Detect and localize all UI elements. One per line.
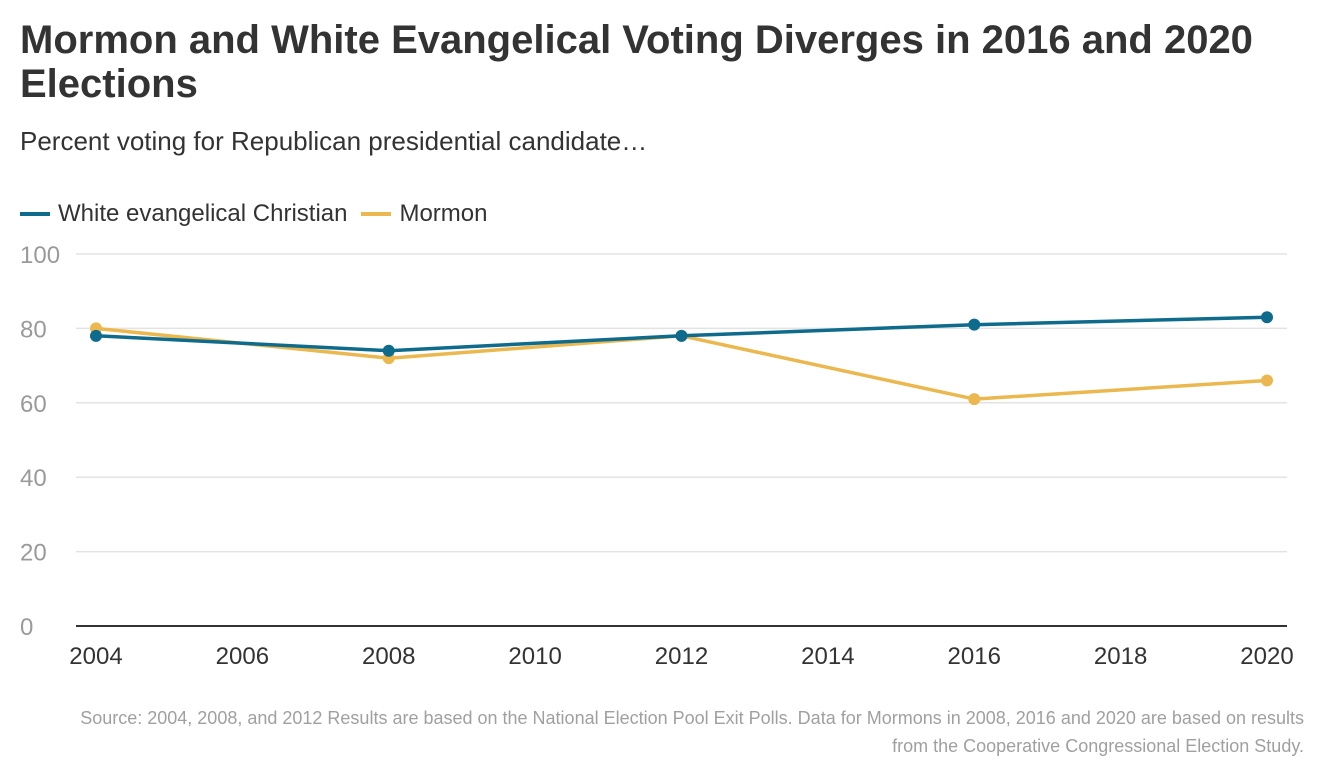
legend-item-evangelical: White evangelical Christian [20, 200, 347, 228]
data-point-mormon-2020 [1261, 374, 1273, 387]
x-tick-label-2012: 2012 [655, 643, 708, 670]
axes: 0 20 40 60 80 100 2004 2006 2008 2010 2012 2014 2016… [20, 242, 1294, 670]
chart-subtitle: Percent voting for Republican presidenti… [20, 126, 648, 156]
legend-label-mormon: Mormon [399, 200, 488, 227]
x-tick-label-2006: 2006 [216, 643, 269, 670]
y-tick-label-0: 0 [20, 614, 33, 641]
x-tick-label-2008: 2008 [362, 643, 415, 670]
x-tick-label-2010: 2010 [508, 643, 561, 670]
chart-title: Mormon and White Evangelical Voting Dive… [20, 18, 1253, 106]
x-tick-label-2016: 2016 [948, 643, 1001, 670]
y-tick-label-100: 100 [20, 242, 60, 269]
data-point-evangelical-2020 [1261, 311, 1273, 324]
data-point-mormon-2016 [968, 393, 981, 406]
data-point-evangelical-2016 [968, 318, 981, 331]
y-tick-label-60: 60 [20, 391, 47, 418]
grid-lines [76, 253, 1287, 553]
x-tick-label-2020: 2020 [1240, 643, 1293, 670]
legend-item-mormon: Mormon [361, 200, 488, 228]
legend-label-evangelical: White evangelical Christian [58, 200, 348, 227]
data-point-evangelical-2008 [382, 344, 395, 357]
data-point-evangelical-2012 [675, 329, 688, 342]
x-tick-label-2004: 2004 [69, 643, 122, 670]
legend-swatch-evangelical [20, 212, 50, 216]
legend-swatch-mormon [361, 212, 392, 216]
y-tick-label-40: 40 [20, 465, 47, 492]
series-lines [90, 311, 1273, 406]
y-tick-label-80: 80 [20, 316, 47, 343]
x-tick-label-2018: 2018 [1094, 643, 1147, 670]
source-note: Source: 2004, 2008, and 2012 Results are… [80, 708, 1304, 756]
chart-legend: White evangelical Christian Mormon [20, 198, 502, 230]
y-tick-label-20: 20 [20, 540, 47, 567]
data-point-evangelical-2004 [90, 329, 102, 342]
x-tick-label-2014: 2014 [801, 643, 854, 670]
